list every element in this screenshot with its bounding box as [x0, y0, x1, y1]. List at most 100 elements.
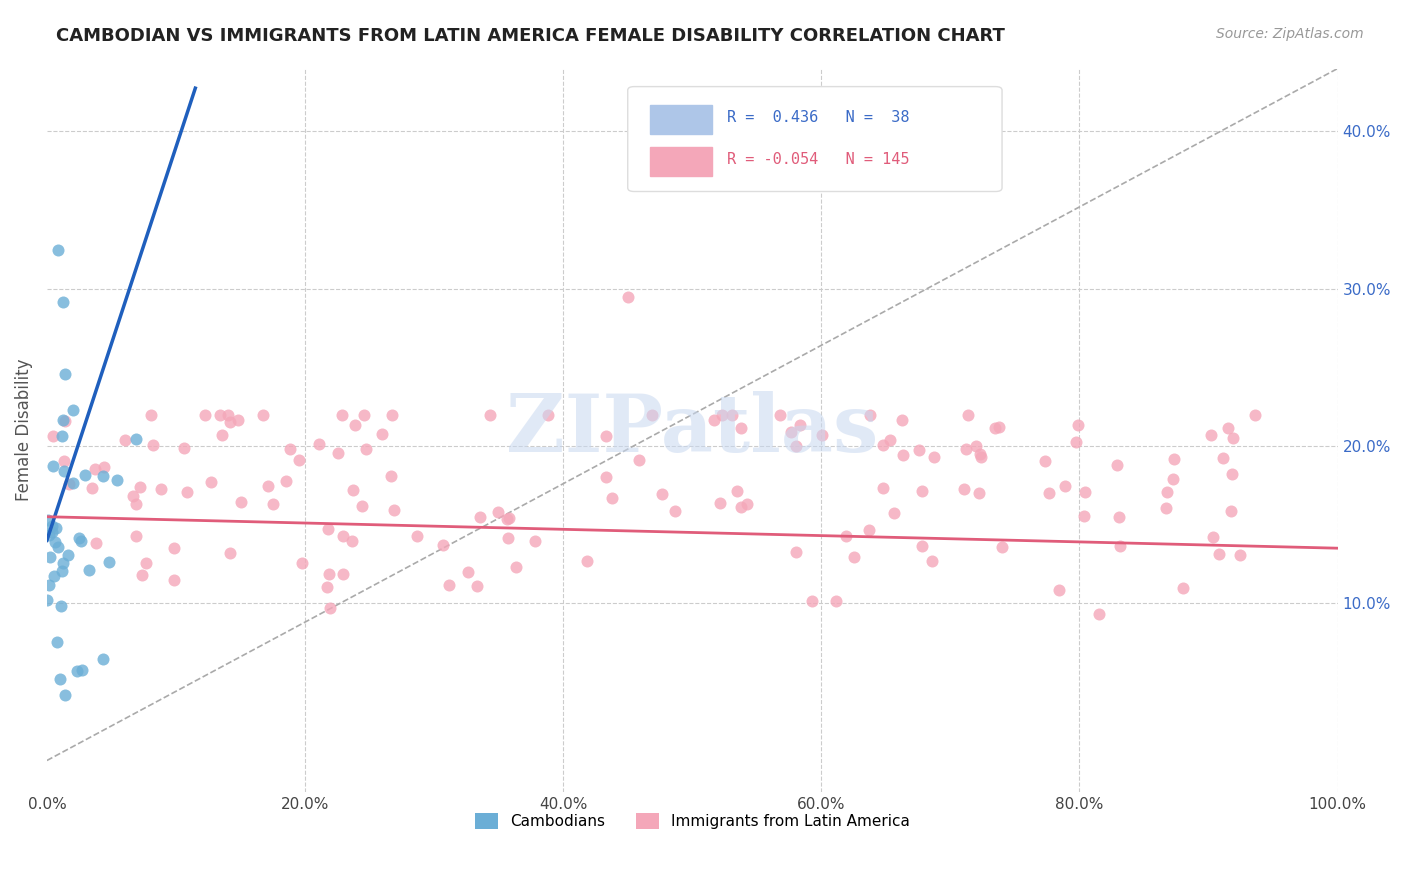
Point	[1222, 431, 1244, 445]
Point	[41, 524, 63, 539]
Y-axis label: Female Disability: Female Disability	[15, 359, 32, 501]
Point	[891, 448, 914, 462]
Point	[39, 549, 62, 564]
Point	[730, 500, 752, 514]
Point	[505, 559, 527, 574]
Text: Source: ZipAtlas.com: Source: ZipAtlas.com	[1216, 27, 1364, 41]
Point	[1087, 607, 1109, 621]
Point	[969, 447, 991, 461]
Point	[1074, 485, 1097, 500]
Point	[53, 688, 76, 702]
Point	[524, 533, 547, 548]
Point	[163, 574, 186, 588]
Point	[46, 243, 69, 257]
Point	[1161, 473, 1184, 487]
Point	[41, 518, 63, 533]
Point	[496, 531, 519, 545]
Point	[911, 484, 934, 499]
Point	[1229, 548, 1251, 562]
Point	[139, 408, 162, 422]
Point	[124, 432, 146, 446]
Point	[825, 593, 848, 607]
Point	[343, 417, 366, 432]
Point	[83, 461, 105, 475]
Point	[785, 544, 807, 558]
FancyBboxPatch shape	[650, 146, 711, 176]
Point	[276, 474, 298, 488]
Point	[53, 454, 76, 468]
Point	[725, 483, 748, 498]
Point	[664, 504, 686, 518]
Point	[730, 421, 752, 435]
Point	[970, 450, 993, 464]
Point	[1038, 485, 1060, 500]
Point	[44, 535, 66, 549]
Point	[711, 408, 734, 422]
Point	[62, 403, 84, 417]
Point	[150, 482, 173, 496]
Point	[45, 521, 67, 535]
Point	[872, 481, 894, 495]
Point	[121, 489, 143, 503]
Point	[432, 538, 454, 552]
Point	[859, 408, 882, 422]
Point	[77, 563, 100, 577]
Point	[488, 505, 510, 519]
Point	[194, 408, 217, 422]
Point	[91, 651, 114, 665]
Point	[342, 483, 364, 497]
Point	[142, 438, 165, 452]
Point	[955, 442, 977, 457]
Point	[211, 428, 233, 442]
Point	[988, 420, 1011, 434]
Point	[1073, 508, 1095, 523]
Point	[1156, 485, 1178, 500]
Point	[58, 548, 80, 562]
Point	[200, 475, 222, 490]
Point	[1199, 428, 1222, 442]
Point	[922, 450, 945, 465]
Point	[53, 414, 76, 428]
Point	[42, 458, 65, 473]
Point	[73, 467, 96, 482]
Point	[439, 578, 461, 592]
Point	[135, 556, 157, 570]
Point	[46, 540, 69, 554]
Point	[228, 412, 250, 426]
Point	[967, 485, 990, 500]
Point	[616, 289, 638, 303]
Point	[219, 415, 242, 429]
Point	[709, 495, 731, 509]
Point	[627, 453, 650, 467]
Point	[1202, 530, 1225, 544]
Point	[842, 550, 865, 565]
Point	[872, 438, 894, 452]
Point	[1243, 408, 1265, 422]
Point	[1047, 583, 1070, 598]
Point	[651, 487, 673, 501]
Text: R =  0.436   N =  38: R = 0.436 N = 38	[727, 111, 910, 125]
Point	[332, 529, 354, 543]
Point	[371, 427, 394, 442]
Point	[921, 554, 943, 568]
Point	[52, 413, 75, 427]
Point	[262, 497, 284, 511]
Point	[879, 434, 901, 448]
Point	[465, 579, 488, 593]
Point	[1208, 547, 1230, 561]
Point	[1220, 504, 1243, 518]
Point	[291, 556, 314, 570]
Point	[380, 469, 402, 483]
Point	[1066, 418, 1088, 433]
Point	[176, 485, 198, 500]
Point	[735, 497, 758, 511]
Text: R = -0.054   N = 145: R = -0.054 N = 145	[727, 153, 910, 167]
Point	[38, 528, 60, 542]
Point	[340, 534, 363, 549]
Point	[37, 593, 59, 607]
Point	[703, 413, 725, 427]
Point	[1220, 467, 1243, 482]
Point	[890, 413, 912, 427]
Point	[721, 408, 744, 422]
Point	[70, 534, 93, 549]
